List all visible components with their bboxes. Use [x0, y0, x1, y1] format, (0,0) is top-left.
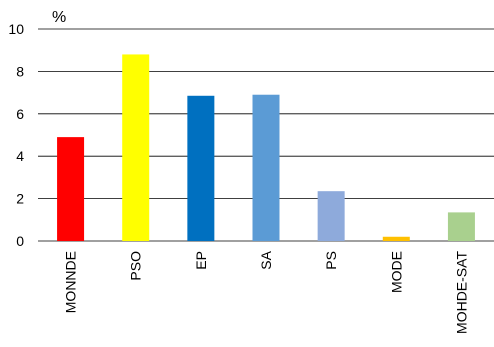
y-tick-label: 10	[8, 21, 24, 37]
bar	[317, 191, 345, 241]
y-tick-label: 8	[16, 63, 24, 79]
y-axis-unit-label: %	[52, 9, 66, 26]
y-axis-tick-labels: 0 2 4 6 8 10	[8, 21, 24, 249]
x-category-label: MOHDE-SAT	[453, 251, 469, 334]
x-category-label: MODE	[388, 251, 404, 293]
bar	[187, 95, 215, 241]
bar	[122, 54, 150, 241]
x-category-label: PS	[323, 251, 339, 270]
y-tick-label: 0	[16, 233, 24, 249]
x-category-label: EP	[193, 251, 209, 270]
x-category-label: MONNDE	[63, 251, 79, 313]
bar	[252, 94, 280, 241]
y-tick-label: 2	[16, 191, 24, 207]
x-category-label: SA	[258, 250, 274, 269]
bar	[447, 212, 475, 241]
x-category-label: PSO	[128, 251, 144, 281]
bars	[57, 54, 475, 241]
x-axis-category-labels: MONNDE PSO EP SA PS MODE MOHDE-SAT	[63, 250, 470, 334]
y-tick-label: 6	[16, 106, 24, 122]
y-tick-label: 4	[16, 148, 24, 164]
bar	[57, 137, 85, 241]
bar	[382, 236, 410, 241]
